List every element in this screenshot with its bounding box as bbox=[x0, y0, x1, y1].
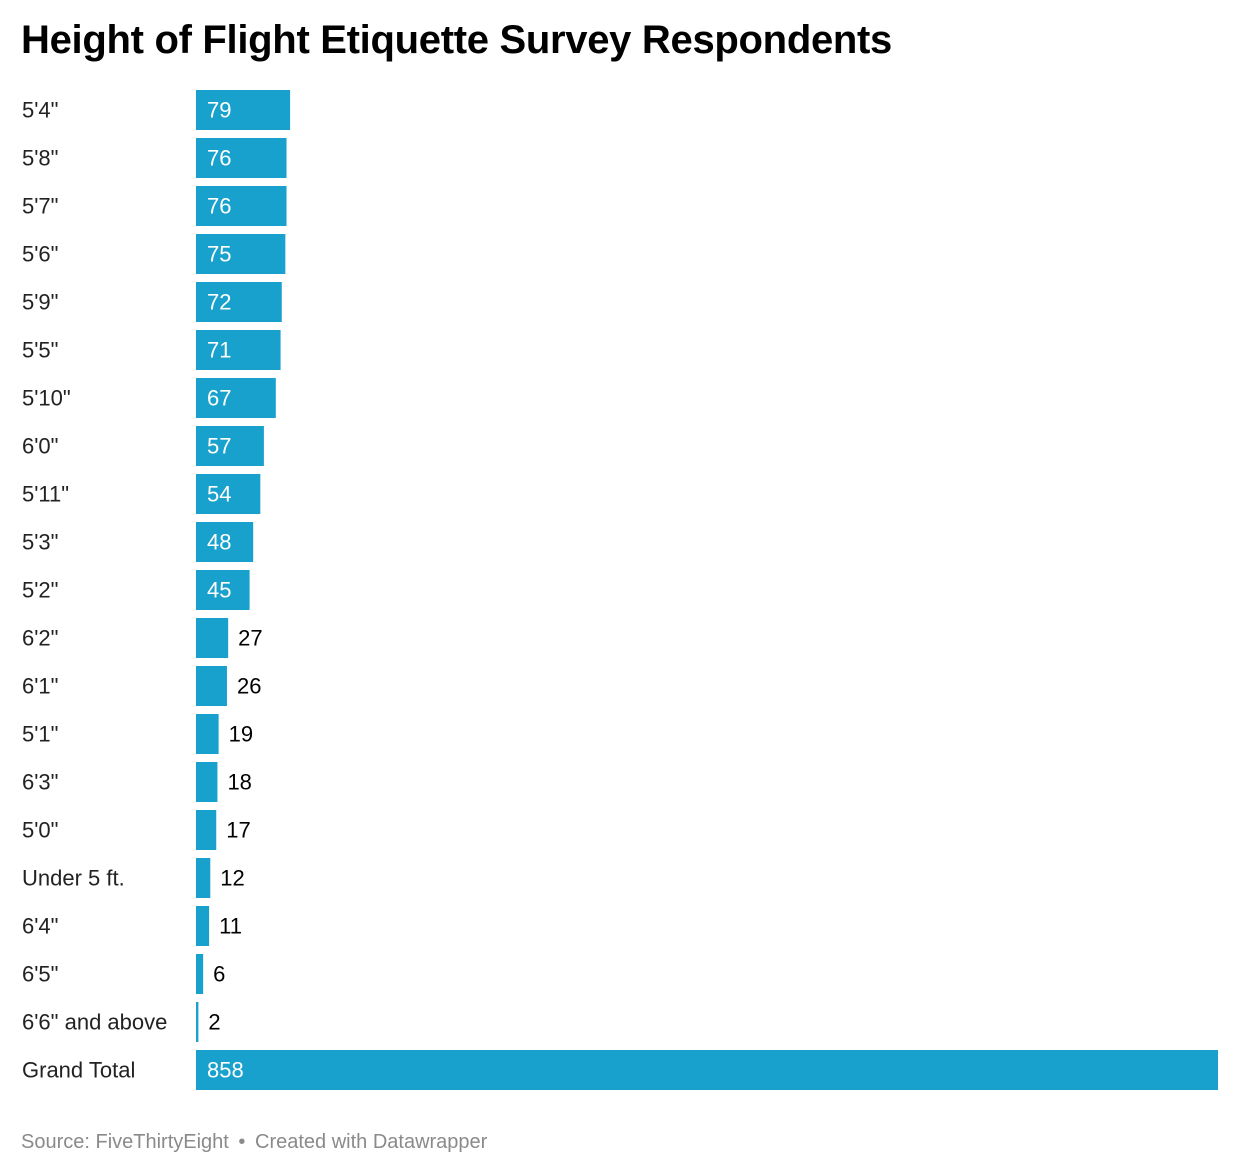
bar bbox=[196, 522, 254, 562]
bar bbox=[196, 714, 219, 754]
category-label: 6'3" bbox=[22, 770, 58, 795]
category-label: 5'8" bbox=[22, 146, 58, 171]
value-label: 18 bbox=[227, 770, 251, 795]
category-label: 5'7" bbox=[22, 194, 58, 219]
bar bbox=[196, 762, 218, 802]
bar-row: 5'3" 48 bbox=[22, 522, 254, 562]
bar-row: 5'11" 54 bbox=[22, 474, 261, 514]
bar-row: 6'2" 27 bbox=[22, 618, 263, 658]
category-label: Grand Total bbox=[22, 1058, 135, 1083]
bar bbox=[196, 138, 287, 178]
category-label: Under 5 ft. bbox=[22, 866, 125, 891]
bar bbox=[196, 474, 261, 514]
bar-row: Grand Total 858 bbox=[22, 1050, 1218, 1090]
bar bbox=[196, 426, 264, 466]
bar-row: 6'6" and above 2 bbox=[22, 1002, 221, 1042]
bar bbox=[196, 906, 210, 946]
bar-row: 5'7" 76 bbox=[22, 186, 287, 226]
value-label: 54 bbox=[207, 482, 231, 507]
bar bbox=[196, 90, 291, 130]
value-label: 71 bbox=[207, 338, 231, 363]
bar-row: 6'3" 18 bbox=[22, 762, 252, 802]
credit-link[interactable]: Created with Datawrapper bbox=[255, 1131, 488, 1153]
category-label: 5'9" bbox=[22, 290, 58, 315]
bar-row: 6'5" 6 bbox=[22, 954, 225, 994]
value-label: 17 bbox=[226, 818, 250, 843]
value-label: 27 bbox=[238, 626, 262, 651]
category-label: 5'2" bbox=[22, 578, 58, 603]
value-label: 45 bbox=[207, 578, 231, 603]
bar bbox=[196, 810, 217, 850]
value-label: 2 bbox=[208, 1010, 220, 1035]
chart-title: Height of Flight Etiquette Survey Respon… bbox=[21, 18, 892, 62]
category-label: 6'4" bbox=[22, 914, 58, 939]
value-label: 48 bbox=[207, 530, 231, 555]
category-label: 5'5" bbox=[22, 338, 58, 363]
bar bbox=[196, 618, 229, 658]
value-label: 76 bbox=[207, 146, 231, 171]
bar-row: 5'4" 79 bbox=[22, 90, 291, 130]
value-label: 76 bbox=[207, 194, 231, 219]
value-label: 67 bbox=[207, 386, 231, 411]
bar bbox=[196, 1002, 199, 1042]
value-label: 19 bbox=[229, 722, 253, 747]
category-label: 5'0" bbox=[22, 818, 58, 843]
bar-row: 5'6" 75 bbox=[22, 234, 286, 274]
bar-row: 5'5" 71 bbox=[22, 330, 281, 370]
footer-separator: • bbox=[238, 1131, 246, 1153]
bar-row: 5'0" 17 bbox=[22, 810, 251, 850]
category-label: 6'1" bbox=[22, 674, 58, 699]
bar-row: 6'0" 57 bbox=[22, 426, 264, 466]
source-label: Source: FiveThirtyEight bbox=[21, 1131, 229, 1153]
bar bbox=[196, 858, 211, 898]
bar bbox=[196, 330, 281, 370]
bar bbox=[196, 186, 287, 226]
value-label: 57 bbox=[207, 434, 231, 459]
bar bbox=[196, 234, 286, 274]
category-label: 5'4" bbox=[22, 98, 58, 123]
category-label: 5'1" bbox=[22, 722, 58, 747]
bar-row: 5'9" 72 bbox=[22, 282, 282, 322]
category-label: 6'5" bbox=[22, 962, 58, 987]
category-label: 5'3" bbox=[22, 530, 58, 555]
value-label: 11 bbox=[219, 914, 242, 939]
category-label: 5'10" bbox=[22, 386, 71, 411]
bar-row: 5'2" 45 bbox=[22, 570, 250, 610]
category-label: 5'6" bbox=[22, 242, 58, 267]
bar-row: 5'8" 76 bbox=[22, 138, 287, 178]
bar bbox=[196, 282, 282, 322]
bar bbox=[196, 666, 227, 706]
value-label: 79 bbox=[207, 98, 231, 123]
bar bbox=[196, 1050, 1218, 1090]
value-label: 26 bbox=[237, 674, 261, 699]
category-label: 6'0" bbox=[22, 434, 58, 459]
bar-row: 6'1" 26 bbox=[22, 666, 261, 706]
value-label: 12 bbox=[220, 866, 244, 891]
category-label: 6'2" bbox=[22, 626, 58, 651]
category-label: 5'11" bbox=[22, 482, 69, 507]
value-label: 6 bbox=[213, 962, 225, 987]
bar-row: 5'10" 67 bbox=[22, 378, 276, 418]
value-label: 858 bbox=[207, 1058, 244, 1083]
chart-footer: Source: FiveThirtyEight • Created with D… bbox=[21, 1131, 487, 1154]
category-label: 6'6" and above bbox=[22, 1010, 167, 1035]
value-label: 75 bbox=[207, 242, 231, 267]
bar-row: Under 5 ft. 12 bbox=[22, 858, 245, 898]
bar bbox=[196, 570, 250, 610]
bar-row: 5'1" 19 bbox=[22, 714, 253, 754]
value-label: 72 bbox=[207, 290, 231, 315]
bar bbox=[196, 954, 204, 994]
bar bbox=[196, 378, 276, 418]
bar-row: 6'4" 11 bbox=[22, 906, 242, 946]
